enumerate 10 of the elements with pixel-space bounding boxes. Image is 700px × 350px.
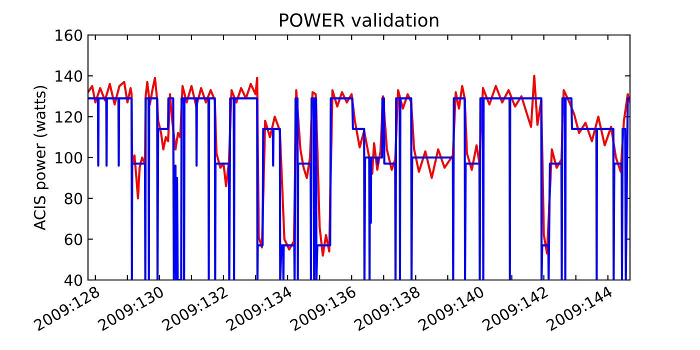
y-tick-label: 60 bbox=[64, 234, 82, 246]
y-axis-title: ACIS power (watts) bbox=[34, 86, 48, 230]
line-series bbox=[88, 74, 630, 257]
y-tick-label: 80 bbox=[64, 192, 82, 204]
y-tick-label: 40 bbox=[64, 274, 82, 286]
y-tick-label: 100 bbox=[56, 152, 82, 164]
y-tick-label: 120 bbox=[56, 111, 82, 123]
y-tick-label: 140 bbox=[56, 70, 82, 82]
y-tick-label: 160 bbox=[56, 29, 82, 42]
chart-title: POWER validation bbox=[280, 12, 438, 27]
